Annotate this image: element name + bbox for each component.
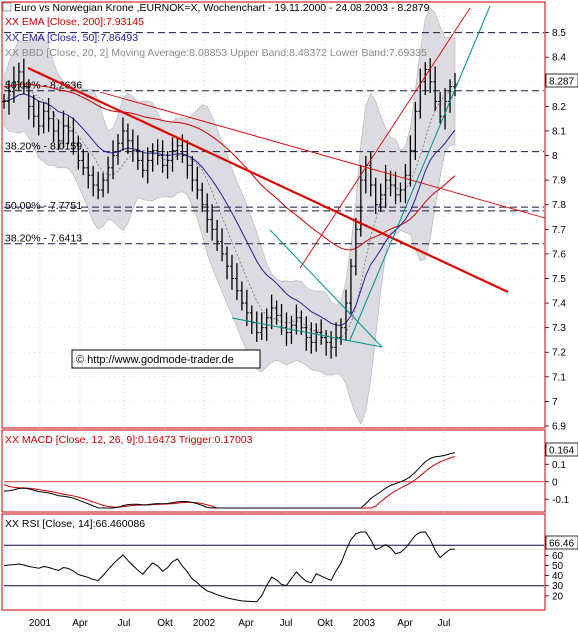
y-tick-label: 60 [552, 551, 564, 562]
fib-label: 38.20% - 8.0159 [5, 141, 82, 153]
x-tick-label: Apr [72, 618, 88, 629]
y-tick-label: 7.9 [552, 176, 566, 187]
price-bars [2, 58, 457, 359]
y-tick-label: 6.9 [552, 422, 566, 433]
x-tick-label: 2002 [193, 618, 216, 629]
y-tick-label: 7.3 [552, 323, 566, 334]
rsi-last-value-badge: 66.46 [545, 535, 578, 550]
macd-last-value-badge: 0.164 [545, 442, 578, 457]
y-tick-label: 8.5 [552, 28, 566, 39]
y-tick-label: 7.8 [552, 200, 566, 211]
y-tick-label: -0.1 [552, 495, 570, 506]
fib-label: 50.00% - 7.7751 [5, 200, 82, 212]
macd-lines [3, 452, 544, 509]
rsi-last-value: 66.46 [549, 539, 574, 550]
x-tick-label: Jul [118, 618, 131, 629]
macd-line [3, 452, 456, 509]
y-tick-label: 0 [552, 477, 558, 488]
trendline-teal-side [269, 229, 383, 348]
ema50-line [3, 93, 456, 326]
x-tick-label: Apr [238, 618, 254, 629]
y-tick-label: 20 [552, 591, 564, 602]
x-tick-label: 2001 [29, 618, 52, 629]
x-tick-label: Apr [397, 618, 413, 629]
y-tick-label: 30 [552, 581, 564, 592]
trendline-main-down [27, 67, 509, 293]
y-tick-label: 7 [552, 397, 558, 408]
y-tick-label: 7.6 [552, 249, 566, 260]
y-tick-label: 7.4 [552, 299, 566, 310]
bollinger-band [3, 7, 456, 425]
trendline-upper-channel [99, 91, 546, 219]
fib-label: 50.00% - 8.2636 [5, 80, 82, 92]
x-tick-label: Jul [438, 618, 451, 629]
x-tick-label: Jul [280, 618, 293, 629]
y-tick-label: 7.7 [552, 225, 566, 236]
y-tick-label: 7.5 [552, 274, 566, 285]
macd-last-value: 0.164 [549, 446, 574, 457]
trendline-teal-up [349, 5, 491, 341]
x-tick-label: Okt [317, 618, 333, 629]
ema200-line [3, 83, 456, 251]
y-tick-label: 8 [552, 151, 558, 162]
y-tick-label: 40 [552, 571, 564, 582]
ema50-label: XX EMA [Close, 50]:7.86493 [5, 32, 138, 44]
y-tick-label: 8.1 [552, 126, 566, 137]
x-tick-label: 2003 [353, 618, 376, 629]
price-last-value-badge: 8.287 [545, 73, 578, 88]
fib-label: 38.20% - 7.6413 [5, 233, 82, 245]
y-tick-label: 7.2 [552, 348, 566, 359]
macd-label: XX MACD [Close, 12, 26, 9]:0.16473 Trigg… [5, 434, 253, 446]
price-last-value: 8.287 [549, 77, 574, 88]
trendline-teal-low [231, 317, 383, 348]
ema200-label: XX EMA [Close, 200]:7.93145 [5, 16, 144, 28]
rsi-lines [3, 531, 544, 603]
bollinger-mid-line [3, 86, 456, 340]
y-tick-label: 0.1 [552, 460, 566, 471]
title-block: Euro vs Norwegian Krone ,EURNOK=X, Woche… [2, 2, 430, 59]
moving-averages [3, 83, 456, 326]
rsi-panel [1, 513, 546, 611]
macd-panel [1, 429, 546, 513]
trendline-up-channel [299, 7, 471, 269]
y-tick-label: 7.1 [552, 372, 566, 383]
rsi-line [3, 531, 456, 603]
x-tick-label: Okt [157, 618, 173, 629]
watermark-text: © http://www.godmode-trader.de [76, 354, 234, 366]
watermark: © http://www.godmode-trader.de [71, 349, 261, 369]
y-tick-label: 50 [552, 561, 564, 572]
y-tick-label: 8.4 [552, 53, 566, 64]
trendlines [27, 5, 546, 348]
y-tick-label: 8.2 [552, 102, 566, 113]
bollinger-area [3, 7, 456, 425]
chart-title: Euro vs Norwegian Krone ,EURNOK=X, Woche… [14, 2, 430, 14]
rsi-label: XX RSI [Close, 14]:66.460086 [5, 518, 145, 530]
bollinger-label: XX BBD [Close, 20, 2] Moving Average:8.0… [5, 47, 427, 59]
